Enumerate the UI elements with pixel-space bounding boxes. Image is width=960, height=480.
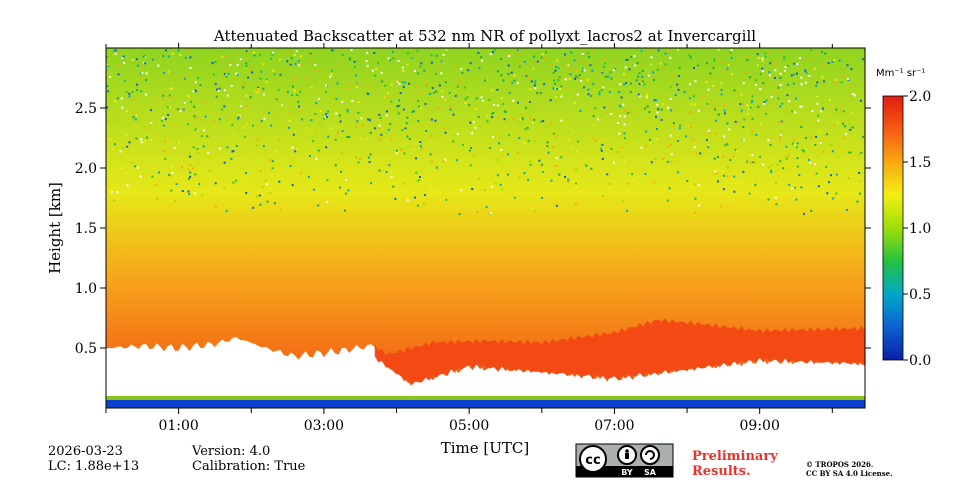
colorbar: Mm⁻¹ sr⁻¹ 0.0 0.5 1.0 1.5 2.0 — [876, 68, 931, 369]
colorbar-gradient — [882, 95, 904, 361]
x-tick-label: 05:00 — [449, 418, 489, 434]
footer-calibration: Calibration: True — [192, 459, 306, 474]
license-badge: cc BY SA — [575, 443, 674, 478]
y-tick-label: 1.5 — [75, 221, 97, 237]
x-tick-label: 03:00 — [304, 418, 344, 434]
footer-date: 2026-03-23 — [48, 444, 123, 459]
chart-title: Attenuated Backscatter at 532 nm NR of p… — [213, 27, 756, 45]
colorbar-tick-label: 1.0 — [909, 221, 931, 237]
colorbar-tick-label: 1.5 — [909, 155, 931, 171]
preliminary-line-2: Results. — [692, 464, 751, 479]
copyright-line-1: © TROPOS 2026. — [806, 460, 874, 469]
sa-label: SA — [644, 468, 657, 477]
sa-share-icon — [640, 445, 660, 465]
copyright-line-2: CC BY SA 4.0 License. — [806, 469, 893, 478]
y-tick-label: 2.5 — [75, 101, 97, 117]
noise-layer — [106, 49, 865, 216]
copyright-notice: © TROPOS 2026. CC BY SA 4.0 License. — [806, 460, 893, 478]
colorbar-tick-label: 0.0 — [909, 353, 931, 369]
cc-icon — [579, 445, 607, 473]
footer-lidar-constant: LC: 1.88e+13 — [48, 459, 140, 474]
colorbar-unit: Mm⁻¹ sr⁻¹ — [876, 68, 925, 79]
x-axis-label: Time [UTC] — [441, 439, 530, 457]
y-axis-label: Height [km] — [46, 182, 64, 274]
near-ground-band-blue — [106, 400, 865, 408]
x-tick-label: 01:00 — [158, 418, 198, 434]
preliminary-notice: Preliminary Results. — [692, 449, 778, 479]
x-tick-label: 07:00 — [594, 418, 634, 434]
y-tick-label: 0.5 — [75, 341, 97, 357]
colorbar-tick-label: 0.5 — [909, 287, 931, 303]
x-tick-label: 09:00 — [740, 418, 780, 434]
preliminary-line-1: Preliminary — [692, 449, 778, 464]
plot-area — [105, 47, 866, 409]
cc-badge-text: cc — [585, 453, 600, 468]
by-label: BY — [621, 468, 633, 477]
clear-air-region — [106, 337, 865, 401]
aerosol-layer — [374, 318, 865, 386]
footer-version: Version: 4.0 — [192, 444, 271, 459]
y-tick-label: 1.0 — [75, 281, 97, 297]
near-ground-band-green — [106, 396, 865, 400]
y-axis: 0.5 1.0 1.5 2.0 2.5 — [75, 101, 871, 357]
x-axis: 01:00 03:00 05:00 07:00 09:00 — [105, 43, 833, 434]
colorbar-tick-label: 2.0 — [909, 89, 931, 105]
y-tick-label: 2.0 — [75, 161, 97, 177]
